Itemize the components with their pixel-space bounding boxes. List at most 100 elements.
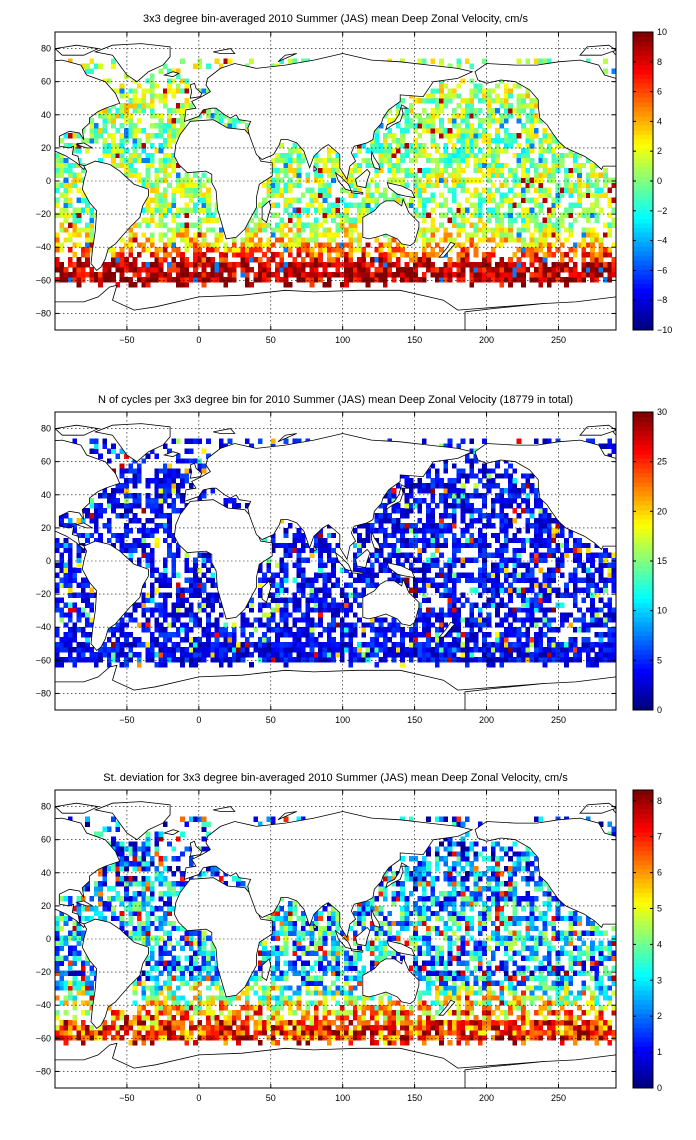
heatmap-cell bbox=[348, 252, 354, 258]
heatmap-cell bbox=[296, 652, 302, 658]
heatmap-cell bbox=[266, 627, 272, 633]
heatmap-cell bbox=[495, 657, 500, 663]
heatmap-cell bbox=[136, 537, 142, 544]
heatmap-cell bbox=[486, 98, 492, 104]
heatmap-cell bbox=[490, 232, 496, 238]
heatmap-cell bbox=[59, 137, 65, 144]
heatmap-cell bbox=[374, 661, 380, 668]
heatmap-cell bbox=[154, 522, 159, 529]
heatmap-cell bbox=[313, 572, 319, 578]
heatmap-cell bbox=[63, 207, 69, 213]
heatmap-cell bbox=[136, 103, 142, 109]
colorbar-swatch bbox=[633, 204, 653, 210]
heatmap-cell bbox=[538, 257, 544, 263]
heatmap-cell bbox=[374, 647, 380, 653]
heatmap-cell bbox=[193, 572, 198, 578]
heatmap-cell bbox=[296, 632, 302, 638]
heatmap-cell bbox=[266, 182, 272, 189]
heatmap-cell bbox=[171, 197, 177, 203]
heatmap-cell bbox=[361, 142, 367, 149]
heatmap-cell bbox=[452, 262, 457, 268]
heatmap-cell bbox=[283, 577, 289, 583]
heatmap-cell bbox=[464, 197, 470, 203]
heatmap-cell bbox=[365, 162, 371, 169]
heatmap-cell bbox=[551, 212, 556, 218]
plot-area bbox=[55, 32, 616, 330]
heatmap-cell bbox=[279, 257, 285, 263]
heatmap-cell bbox=[188, 657, 194, 663]
heatmap-cell bbox=[132, 167, 138, 174]
heatmap-cell bbox=[555, 157, 561, 164]
heatmap-cell bbox=[361, 657, 367, 663]
heatmap-cell bbox=[154, 642, 159, 648]
heatmap-cell bbox=[395, 272, 401, 278]
heatmap-cell bbox=[408, 157, 414, 164]
heatmap-cell bbox=[344, 597, 349, 603]
heatmap-cell bbox=[482, 587, 487, 593]
heatmap-cell bbox=[607, 597, 613, 603]
heatmap-cell bbox=[344, 257, 349, 263]
heatmap-cell bbox=[447, 93, 453, 99]
heatmap-cell bbox=[63, 547, 69, 554]
heatmap-cell bbox=[292, 547, 298, 554]
heatmap-cell bbox=[175, 83, 181, 89]
heatmap-cell bbox=[305, 642, 311, 648]
heatmap-cell bbox=[473, 222, 479, 228]
heatmap-cell bbox=[240, 262, 246, 268]
heatmap-cell bbox=[279, 237, 285, 243]
heatmap-cell bbox=[348, 182, 354, 189]
heatmap-cell bbox=[197, 247, 203, 253]
heatmap-cell bbox=[529, 617, 535, 623]
heatmap-cell bbox=[534, 187, 539, 193]
heatmap-cell bbox=[244, 252, 250, 258]
heatmap-cell bbox=[361, 627, 367, 633]
heatmap-cell bbox=[395, 577, 401, 583]
heatmap-cell bbox=[382, 272, 388, 278]
heatmap-cell bbox=[309, 257, 315, 263]
heatmap-cell bbox=[106, 147, 112, 154]
heatmap-cell bbox=[197, 217, 203, 223]
heatmap-cell bbox=[594, 177, 600, 184]
heatmap-cell bbox=[283, 527, 289, 534]
heatmap-cell bbox=[322, 582, 328, 588]
heatmap-cell bbox=[331, 617, 336, 623]
heatmap-cell bbox=[516, 157, 522, 164]
heatmap-cell bbox=[477, 547, 483, 554]
heatmap-cell bbox=[218, 232, 224, 238]
heatmap-cell bbox=[426, 637, 431, 643]
heatmap-cell bbox=[180, 627, 185, 633]
heatmap-cell bbox=[529, 567, 535, 573]
heatmap-cell bbox=[521, 212, 526, 218]
heatmap-cell bbox=[266, 262, 272, 268]
heatmap-cell bbox=[149, 78, 155, 84]
heatmap-cell bbox=[132, 512, 138, 519]
heatmap-cell bbox=[175, 281, 181, 288]
heatmap-cell bbox=[357, 567, 362, 573]
heatmap-cell bbox=[521, 93, 526, 99]
heatmap-cell bbox=[490, 227, 496, 233]
heatmap-cell bbox=[158, 128, 164, 134]
heatmap-cell bbox=[564, 182, 569, 189]
heatmap-cell bbox=[124, 547, 129, 554]
heatmap-cell bbox=[352, 542, 358, 549]
heatmap-cell bbox=[180, 498, 185, 504]
heatmap-cell bbox=[577, 587, 582, 593]
heatmap-cell bbox=[102, 647, 108, 653]
heatmap-cell bbox=[98, 657, 103, 663]
heatmap-cell bbox=[495, 582, 500, 588]
heatmap-cell bbox=[206, 652, 211, 658]
heatmap-cell bbox=[430, 192, 436, 198]
heatmap-cell bbox=[115, 503, 121, 509]
heatmap-cell bbox=[581, 267, 587, 273]
heatmap-cell bbox=[417, 617, 423, 623]
heatmap-cell bbox=[564, 212, 569, 218]
heatmap-cell bbox=[464, 262, 470, 268]
heatmap-cell bbox=[348, 192, 354, 198]
heatmap-cell bbox=[300, 572, 306, 578]
heatmap-cell bbox=[283, 572, 289, 578]
heatmap-cell bbox=[59, 222, 65, 228]
heatmap-cell bbox=[210, 602, 216, 608]
heatmap-cell bbox=[426, 567, 431, 573]
heatmap-cell bbox=[408, 527, 414, 534]
heatmap-cell bbox=[413, 267, 418, 273]
